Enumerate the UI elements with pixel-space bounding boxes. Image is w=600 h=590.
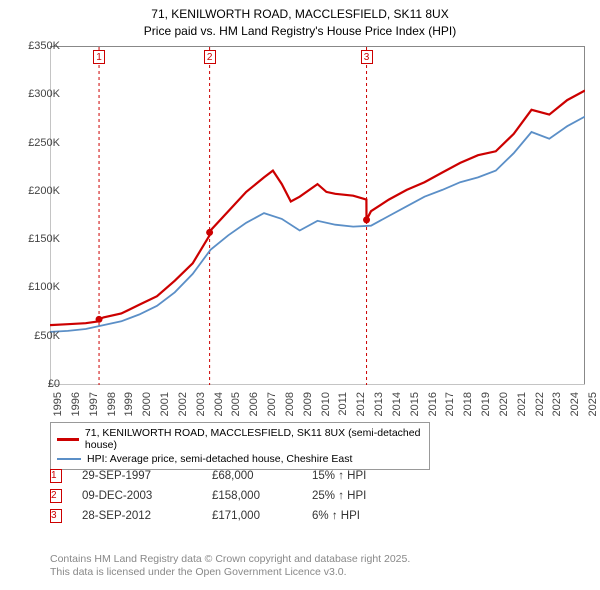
callouts-table: 1 29-SEP-1997 £68,000 15% ↑ HPI2 09-DEC-… — [50, 466, 412, 526]
x-tick-label: 2021 — [516, 392, 528, 422]
callout-price: £158,000 — [212, 490, 312, 502]
callout-num: 2 — [50, 489, 62, 503]
callout-num: 1 — [50, 469, 62, 483]
legend-row: HPI: Average price, semi-detached house,… — [57, 452, 423, 466]
x-tick-label: 2004 — [213, 392, 225, 422]
callout-pct: 15% ↑ HPI — [312, 470, 412, 482]
x-tick-label: 2005 — [230, 392, 242, 422]
x-tick-label: 2016 — [427, 392, 439, 422]
legend-box: 71, KENILWORTH ROAD, MACCLESFIELD, SK11 … — [50, 422, 430, 470]
footer-text: Contains HM Land Registry data © Crown c… — [50, 553, 410, 580]
y-tick-label: £100K — [10, 281, 60, 293]
y-tick-label: £0 — [10, 378, 60, 390]
x-tick-label: 2020 — [498, 392, 510, 422]
y-tick-label: £300K — [10, 88, 60, 100]
legend-label: 71, KENILWORTH ROAD, MACCLESFIELD, SK11 … — [85, 427, 423, 451]
footer-line2: This data is licensed under the Open Gov… — [50, 566, 410, 580]
marker-label: 1 — [93, 50, 105, 64]
y-tick-label: £250K — [10, 137, 60, 149]
x-tick-label: 2013 — [373, 392, 385, 422]
footer-line1: Contains HM Land Registry data © Crown c… — [50, 553, 410, 567]
x-tick-label: 2018 — [462, 392, 474, 422]
x-tick-label: 2009 — [302, 392, 314, 422]
callout-price: £171,000 — [212, 510, 312, 522]
x-tick-label: 2023 — [551, 392, 563, 422]
y-tick-label: £350K — [10, 40, 60, 52]
x-tick-label: 2008 — [284, 392, 296, 422]
x-tick-label: 2001 — [159, 392, 171, 422]
x-tick-label: 2011 — [337, 392, 349, 422]
x-tick-label: 2000 — [141, 392, 153, 422]
x-tick-label: 2012 — [355, 392, 367, 422]
callout-date: 29-SEP-1997 — [62, 470, 212, 482]
x-tick-label: 1995 — [52, 392, 64, 422]
x-tick-label: 2022 — [534, 392, 546, 422]
x-tick-label: 2007 — [266, 392, 278, 422]
chart-svg — [50, 47, 585, 385]
x-tick-label: 1997 — [88, 392, 100, 422]
x-tick-label: 2017 — [444, 392, 456, 422]
x-tick-label: 2003 — [195, 392, 207, 422]
callout-row: 1 29-SEP-1997 £68,000 15% ↑ HPI — [50, 466, 412, 486]
legend-swatch — [57, 458, 81, 460]
callout-row: 2 09-DEC-2003 £158,000 25% ↑ HPI — [50, 486, 412, 506]
callout-date: 28-SEP-2012 — [62, 510, 212, 522]
legend-label: HPI: Average price, semi-detached house,… — [87, 453, 352, 465]
legend-swatch — [57, 438, 79, 441]
x-tick-label: 2014 — [391, 392, 403, 422]
chart-area — [50, 46, 585, 384]
callout-pct: 25% ↑ HPI — [312, 490, 412, 502]
callout-row: 3 28-SEP-2012 £171,000 6% ↑ HPI — [50, 506, 412, 526]
y-tick-label: £50K — [10, 330, 60, 342]
x-tick-label: 2002 — [177, 392, 189, 422]
x-tick-label: 2015 — [409, 392, 421, 422]
callout-pct: 6% ↑ HPI — [312, 510, 412, 522]
callout-date: 09-DEC-2003 — [62, 490, 212, 502]
callout-price: £68,000 — [212, 470, 312, 482]
x-tick-label: 2006 — [248, 392, 260, 422]
legend-row: 71, KENILWORTH ROAD, MACCLESFIELD, SK11 … — [57, 426, 423, 452]
title-line1: 71, KENILWORTH ROAD, MACCLESFIELD, SK11 … — [0, 6, 600, 23]
marker-label: 3 — [361, 50, 373, 64]
x-tick-label: 2010 — [320, 392, 332, 422]
marker-label: 2 — [204, 50, 216, 64]
x-tick-label: 2024 — [569, 392, 581, 422]
x-tick-label: 1999 — [123, 392, 135, 422]
callout-num: 3 — [50, 509, 62, 523]
x-tick-label: 2019 — [480, 392, 492, 422]
y-tick-label: £150K — [10, 233, 60, 245]
y-tick-label: £200K — [10, 185, 60, 197]
title-line2: Price paid vs. HM Land Registry's House … — [0, 23, 600, 40]
x-tick-label: 1998 — [106, 392, 118, 422]
x-tick-label: 2025 — [587, 392, 599, 422]
x-tick-label: 1996 — [70, 392, 82, 422]
